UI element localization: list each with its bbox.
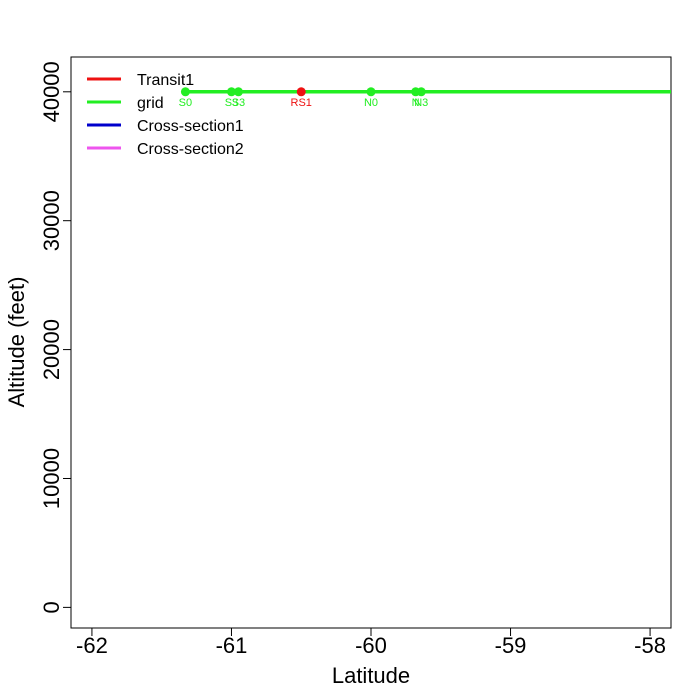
x-axis: -62 -61 -60 -59 -58 xyxy=(76,628,666,658)
x-tick-label: -60 xyxy=(355,633,387,658)
data-point-label: N3 xyxy=(414,97,428,109)
data-point-label: S3 xyxy=(232,97,245,109)
y-tick-label: 20000 xyxy=(39,319,64,380)
legend-label: Transit1 xyxy=(137,72,194,89)
data-point-grid xyxy=(366,87,376,97)
data-point-Transit1 xyxy=(296,87,306,97)
legend-label: grid xyxy=(137,95,164,112)
y-tick-label: 40000 xyxy=(39,61,64,122)
data-point-label: N xyxy=(412,97,420,109)
data-point-label: RS1 xyxy=(291,97,312,109)
x-tick-label: -62 xyxy=(76,633,108,658)
legend-label: Cross-section1 xyxy=(137,118,244,135)
y-axis: 0 10000 20000 30000 40000 xyxy=(39,61,71,614)
legend-label: Cross-section2 xyxy=(137,141,244,158)
x-tick-label: -61 xyxy=(216,633,248,658)
data-point-grid xyxy=(226,87,236,97)
data-point-grid xyxy=(416,87,426,97)
data-point-label: S3 xyxy=(225,97,238,109)
data-point-label: N0 xyxy=(364,97,378,109)
data-point-label: S0 xyxy=(179,97,192,109)
x-tick-label: -58 xyxy=(634,633,666,658)
legend: Transit1 grid Cross-section1 Cross-section2 xyxy=(87,72,244,158)
data-point-grid xyxy=(233,87,243,97)
y-tick-label: 10000 xyxy=(39,448,64,509)
x-tick-label: -59 xyxy=(495,633,527,658)
y-tick-label: 30000 xyxy=(39,190,64,251)
data-point-grid xyxy=(180,87,190,97)
y-tick-label: 0 xyxy=(39,601,64,613)
y-axis-title: Altitude (feet) xyxy=(4,277,29,408)
x-axis-title: Latitude xyxy=(332,663,410,688)
